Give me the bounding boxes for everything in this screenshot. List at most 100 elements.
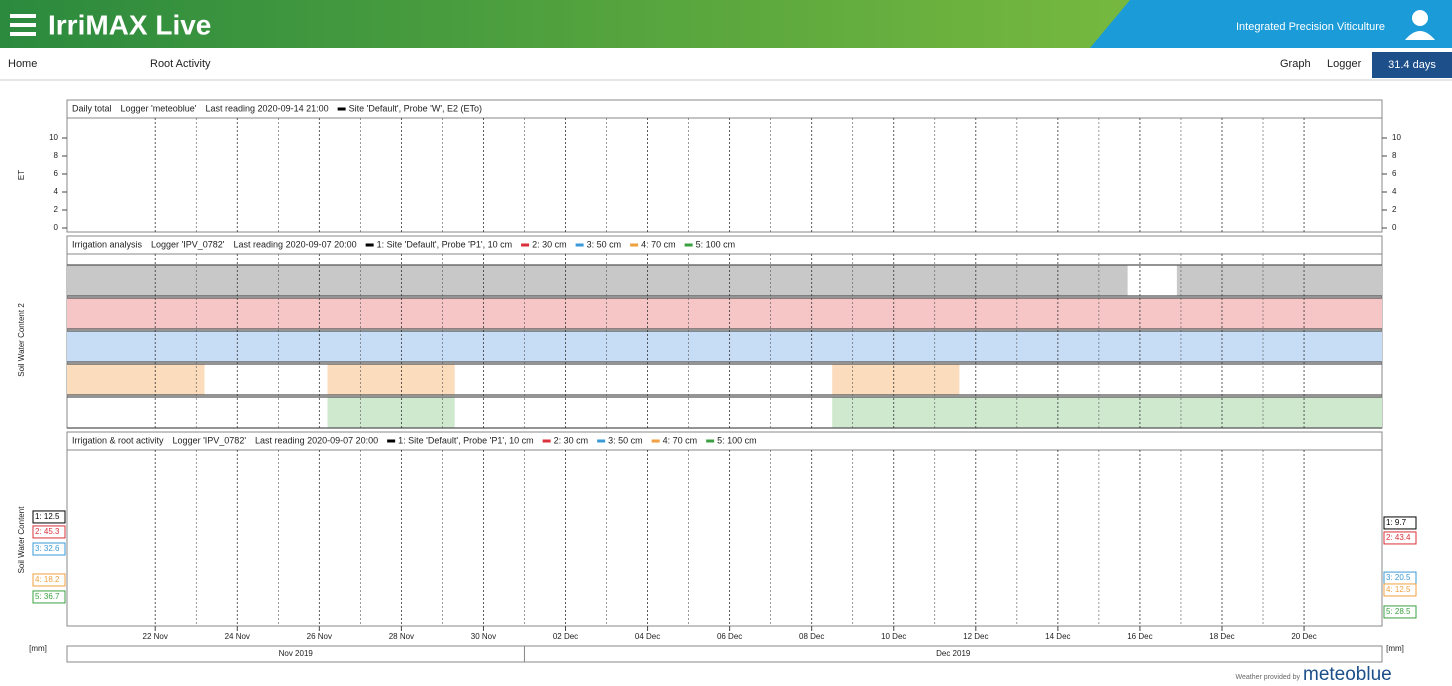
end-label: 4: 12.5 — [1386, 585, 1411, 594]
app-title: IrriMAX Live — [48, 9, 211, 40]
start-label: 4: 18.2 — [35, 575, 60, 584]
period-button[interactable] — [1372, 52, 1452, 78]
x-tick-label: 10 Dec — [881, 632, 906, 641]
soil-layer — [67, 364, 205, 395]
heading-text: Logger 'IPV_0782' — [173, 435, 247, 445]
user-icon[interactable] — [1405, 10, 1435, 40]
x-tick-label: 08 Dec — [799, 632, 824, 641]
month-label: Dec 2019 — [936, 649, 971, 658]
start-label-box — [32, 525, 66, 539]
y-axis-label: Soil Water Content — [17, 506, 26, 574]
soil-layer — [67, 298, 1382, 329]
x-tick-label: 24 Nov — [225, 632, 250, 641]
end-label: 1: 9.7 — [1386, 518, 1407, 527]
soil-layer — [327, 364, 455, 395]
y-tick-label-right: 2 — [1392, 205, 1397, 214]
end-label-box — [1383, 531, 1417, 545]
start-label: 3: 32.6 — [35, 544, 60, 553]
legend-entry: 2: 30 cm — [554, 435, 589, 445]
heading-text: Last reading 2020-09-14 21:00 — [206, 103, 329, 113]
y-tick-label-right: 10 — [1392, 133, 1401, 142]
y-tick-label: 10 — [49, 133, 58, 142]
legend-swatch — [651, 439, 660, 443]
y-axis-label: ET — [17, 170, 26, 180]
menu-icon[interactable] — [10, 14, 36, 36]
unit-left: [mm] — [29, 644, 47, 653]
start-label: 5: 36.7 — [35, 592, 60, 601]
weather-credit: Weather provided by — [1236, 674, 1301, 681]
x-tick-label: 28 Nov — [389, 632, 414, 641]
heading-text: Logger 'meteoblue' — [121, 103, 197, 113]
start-label-box — [32, 542, 66, 556]
x-tick-label: 22 Nov — [143, 632, 168, 641]
legend-swatch — [706, 439, 715, 443]
heading-text: Irrigation & root activity — [72, 435, 164, 445]
end-label: 5: 28.5 — [1386, 607, 1411, 616]
x-tick-label: 26 Nov — [307, 632, 332, 641]
legend-entry: 5: 100 cm — [717, 435, 757, 445]
soil-layer — [67, 265, 1128, 296]
heading-text: Last reading 2020-09-07 20:00 — [255, 435, 378, 445]
x-tick-label: 06 Dec — [717, 632, 742, 641]
start-label-box — [32, 590, 66, 604]
nav-logger[interactable]: Logger — [1327, 58, 1362, 70]
x-tick-label: 12 Dec — [963, 632, 988, 641]
legend-entry: 1: Site 'Default', Probe 'P1', 10 cm — [377, 239, 512, 249]
end-label-box — [1383, 605, 1417, 619]
legend-entry: 3: 50 cm — [608, 435, 643, 445]
header-account-area — [1090, 0, 1452, 48]
x-tick-label: 14 Dec — [1045, 632, 1070, 641]
unit-right: [mm] — [1386, 644, 1404, 653]
soil-layer — [832, 364, 960, 395]
nav-graph[interactable]: Graph — [1280, 58, 1311, 70]
legend-entry: 3: 50 cm — [587, 239, 622, 249]
legend-swatch — [365, 243, 374, 247]
month-cell — [523, 645, 1383, 663]
heading-text: Irrigation analysis — [72, 239, 143, 249]
y-tick-label: 2 — [54, 205, 59, 214]
period-label[interactable]: 31.4 days — [1388, 59, 1436, 71]
soil-layer — [67, 331, 1382, 362]
legend-entry: 5: 100 cm — [696, 239, 736, 249]
start-label: 1: 12.5 — [35, 512, 60, 521]
legend-entry: 4: 70 cm — [663, 435, 698, 445]
y-tick-label: 4 — [54, 187, 59, 196]
end-label-box — [1383, 516, 1417, 530]
heading-text: Last reading 2020-09-07 20:00 — [234, 239, 357, 249]
start-label: 2: 45.3 — [35, 527, 60, 536]
y-tick-label-right: 4 — [1392, 187, 1397, 196]
legend-entry: 1: Site 'Default', Probe 'P1', 10 cm — [398, 435, 533, 445]
soil-layer — [1176, 265, 1382, 296]
start-label-box — [32, 573, 66, 587]
weather-brand[interactable]: meteoblue — [1303, 664, 1392, 685]
y-tick-label-right: 0 — [1392, 223, 1397, 232]
nav-home[interactable]: Home — [8, 58, 37, 70]
legend-entry: 4: 70 cm — [641, 239, 676, 249]
y-axis-label: Soil Water Content 2 — [17, 303, 26, 377]
y-tick-label: 6 — [54, 169, 59, 178]
legend-swatch — [387, 439, 396, 443]
legend-swatch — [575, 243, 584, 247]
plot-frame — [66, 117, 1383, 233]
account-name[interactable]: Integrated Precision Viticulture — [1236, 21, 1385, 33]
end-label: 2: 43.4 — [1386, 533, 1411, 542]
y-tick-label-right: 8 — [1392, 151, 1397, 160]
x-tick-label: 16 Dec — [1127, 632, 1152, 641]
legend-entry: 2: 30 cm — [532, 239, 567, 249]
month-label: Nov 2019 — [279, 649, 314, 658]
y-tick-label-right: 6 — [1392, 169, 1397, 178]
y-tick-label: 0 — [54, 223, 59, 232]
legend-swatch — [630, 243, 639, 247]
heading-text: Logger 'IPV_0782' — [151, 239, 225, 249]
legend-swatch — [521, 243, 530, 247]
y-tick-label: 8 — [54, 151, 59, 160]
legend-swatch — [684, 243, 693, 247]
x-tick-label: 18 Dec — [1209, 632, 1234, 641]
x-tick-label: 04 Dec — [635, 632, 660, 641]
legend-swatch — [597, 439, 606, 443]
end-label: 3: 20.5 — [1386, 573, 1411, 582]
nav-page[interactable]: Root Activity — [150, 58, 211, 70]
x-tick-label: 30 Nov — [471, 632, 496, 641]
